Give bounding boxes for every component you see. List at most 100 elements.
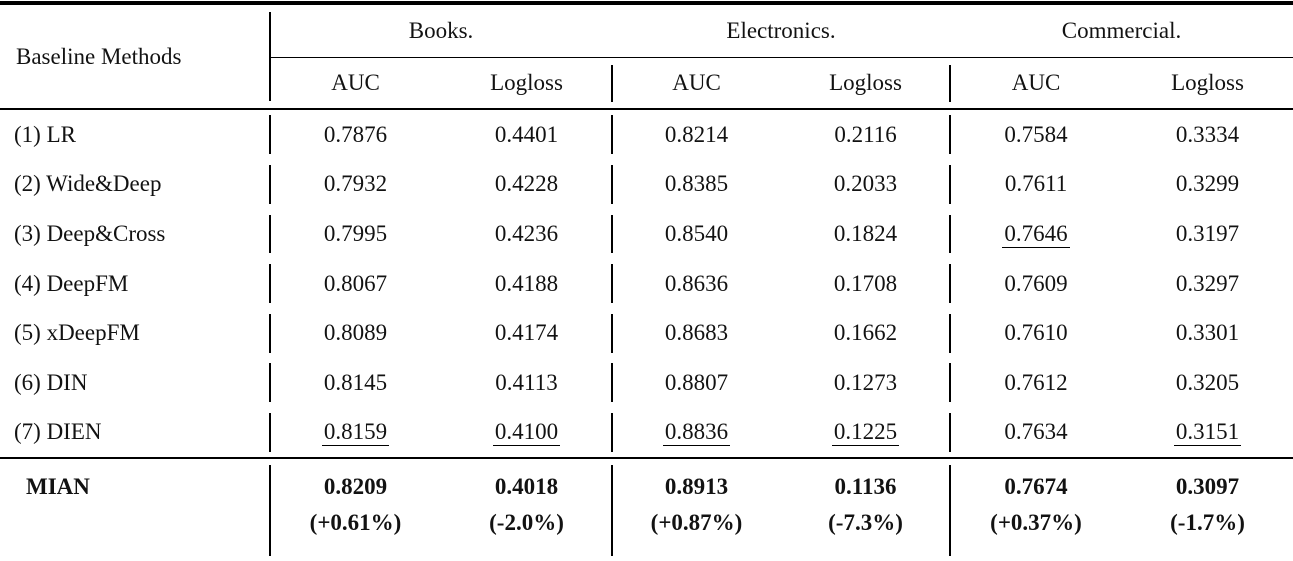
value-cell: 0.2116 [781,109,950,160]
method-cell: (5) xDeepFM [14,320,140,346]
metric-value: 0.1662 [833,320,898,346]
value-cell: 0.1136 (-7.3%) [781,457,951,561]
group-header-commercial: Commercial. [950,3,1293,58]
metric-value: 0.2033 [833,171,898,197]
metric-value: 0.4401 [494,121,559,147]
value-cell: 0.7611 [949,160,1122,210]
metric-delta: (-2.0%) [489,510,564,536]
value-cell: 0.1824 [781,209,950,259]
metric-value: 0.7634 [1004,419,1068,445]
method-cell: (2) Wide&Deep [14,171,162,197]
value-cell: 0.1708 [781,259,950,309]
metric-value: 0.2116 [834,121,897,147]
value-cell: 0.3205 [1122,358,1293,408]
col-header-baseline-methods: Baseline Methods [0,3,271,110]
value-cell: 0.7932 [269,160,441,210]
value-cell: 0.1662 [781,308,950,358]
metric-value: 0.8807 [664,369,729,395]
col-header-books-logloss: Logloss [441,57,613,110]
header-row-metrics: AUC Logloss AUC Logloss AUC Logloss [0,57,1293,110]
metric-value: 0.8214 [664,121,729,147]
summary-row-mian: MIAN 0.8209 (+0.61%) 0.4018 (-2.0%) 0.89… [0,457,1293,561]
value-cell: 0.4188 [441,259,612,309]
metric-value: 0.3097 [1175,474,1240,500]
metric-value: 0.4018 [494,474,559,500]
value-cell: 0.3299 [1122,160,1293,210]
metric-value: 0.8385 [664,171,729,197]
metric-value: 0.7995 [323,220,388,246]
metric-value: 0.3197 [1175,220,1240,246]
metric-value: 0.8636 [664,270,729,296]
method-cell: MIAN [0,457,270,561]
metric-value: 0.1225 [831,419,900,447]
metric-value: 0.7674 [1004,474,1068,500]
metric-value: 0.4100 [492,419,561,447]
header-row-groups: Baseline Methods Books. Electronics. Com… [0,3,1293,110]
value-cell: 0.1225 [781,408,950,459]
value-cell: 0.8540 [611,209,781,259]
value-cell: 0.4401 [441,109,612,160]
metric-value: 0.8089 [323,320,388,346]
value-cell: 0.7876 [269,109,441,160]
value-cell: 0.8683 [611,308,781,358]
metric-value: 0.8159 [321,419,390,447]
value-cell: 0.4018 (-2.0%) [441,457,613,561]
metric-delta: (+0.87%) [650,510,743,536]
metric-value: 0.4188 [494,270,559,296]
metric-delta: (-7.3%) [828,510,903,536]
metric-delta: (-1.7%) [1170,510,1245,536]
value-cell: 0.3297 [1122,259,1293,309]
metric-value: 0.7610 [1004,320,1068,346]
metric-value: 0.3151 [1173,419,1242,447]
col-header-commercial-auc: AUC [949,57,1123,110]
metric-value: 0.7932 [323,171,388,197]
value-cell: 0.8159 [269,408,441,459]
metric-delta: (+0.37%) [990,510,1082,536]
metric-value: 0.1824 [833,220,898,246]
group-header-electronics: Electronics. [612,3,951,58]
metric-value: 0.8836 [662,419,731,447]
metric-value: 0.8540 [664,220,729,246]
metric-value: 0.3301 [1175,320,1240,346]
table-row: (2) Wide&Deep 0.7932 0.4228 0.8385 0.203… [0,160,1293,210]
method-cell: (3) Deep&Cross [14,220,166,246]
value-cell: 0.8214 [611,109,781,160]
method-cell: (6) DIN [14,369,88,395]
value-cell: 0.4113 [441,358,612,408]
value-cell: 0.8145 [269,358,441,408]
col-header-electronics-logloss: Logloss [781,57,951,110]
table-row: (1) LR 0.7876 0.4401 0.8214 0.2116 0.758… [0,109,1293,160]
metric-value: 0.7611 [1004,171,1068,197]
metric-value: 0.8145 [323,369,388,395]
value-cell: 0.7612 [949,358,1122,408]
col-header-books-auc: AUC [270,57,441,110]
value-cell: 0.8913 (+0.87%) [611,457,782,561]
method-cell: (1) LR [14,121,76,147]
metric-value: 0.8683 [664,320,729,346]
value-cell: 0.3197 [1122,209,1293,259]
value-cell: 0.4100 [441,408,612,459]
table-row: (5) xDeepFM 0.8089 0.4174 0.8683 0.1662 … [0,308,1293,358]
metric-value: 0.7609 [1004,270,1068,296]
value-cell: 0.8836 [611,408,781,459]
metric-value: 0.4174 [494,320,559,346]
metric-value: 0.4236 [494,220,559,246]
metric-value: 0.4228 [494,171,559,197]
value-cell: 0.7995 [269,209,441,259]
metric-value: 0.8209 [323,474,388,500]
value-cell: 0.8636 [611,259,781,309]
value-cell: 0.8067 [269,259,441,309]
metric-value: 0.1273 [833,369,898,395]
value-cell: 0.8209 (+0.61%) [269,457,441,561]
metric-value: 0.4113 [495,369,558,395]
table-row: (7) DIEN 0.8159 0.4100 0.8836 0.1225 0.7… [0,408,1293,459]
value-cell: 0.3151 [1122,408,1293,459]
value-cell: 0.3334 [1122,109,1293,160]
value-cell: 0.3097 (-1.7%) [1122,457,1293,561]
col-header-electronics-auc: AUC [611,57,782,110]
metric-value: 0.3334 [1175,121,1240,147]
value-cell: 0.4228 [441,160,612,210]
metric-value: 0.8067 [323,270,388,296]
value-cell: 0.7584 [949,109,1122,160]
